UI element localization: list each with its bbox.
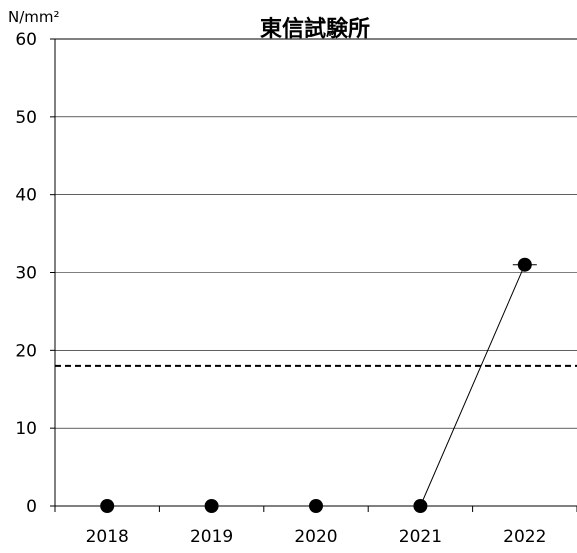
x-tick-label-2018: 2018 [86, 527, 129, 547]
y-tick-labels: 0 10 20 30 40 50 60 [15, 30, 37, 517]
data-point-2018 [100, 499, 115, 513]
data-point-2019 [204, 499, 219, 513]
series-line-0 [107, 264, 526, 507]
y-unit-label: N/mm² [8, 8, 60, 26]
y-tick-label-30: 30 [15, 264, 37, 284]
y-tick-label-20: 20 [15, 341, 37, 361]
x-tick-label-2019: 2019 [190, 527, 233, 547]
series-group [95, 257, 537, 513]
data-point-2021 [413, 499, 428, 513]
y-tick-label-60: 60 [15, 30, 37, 50]
data-point-2022 [517, 257, 532, 272]
gridlines [55, 38, 577, 429]
data-point-2020 [309, 499, 323, 513]
x-tick-label-2022: 2022 [503, 527, 546, 547]
x-tick-labels: 2018 2019 2020 2021 2022 [86, 527, 547, 547]
y-tick-label-40: 40 [15, 186, 37, 206]
axes [50, 38, 577, 512]
y-tick-label-10: 10 [15, 419, 37, 439]
chart-title: 東信試験所 [260, 16, 370, 42]
x-tick-label-2021: 2021 [399, 527, 442, 547]
y-tick-label-0: 0 [26, 497, 37, 517]
x-tick-label-2020: 2020 [294, 527, 337, 547]
y-tick-label-50: 50 [15, 108, 37, 128]
